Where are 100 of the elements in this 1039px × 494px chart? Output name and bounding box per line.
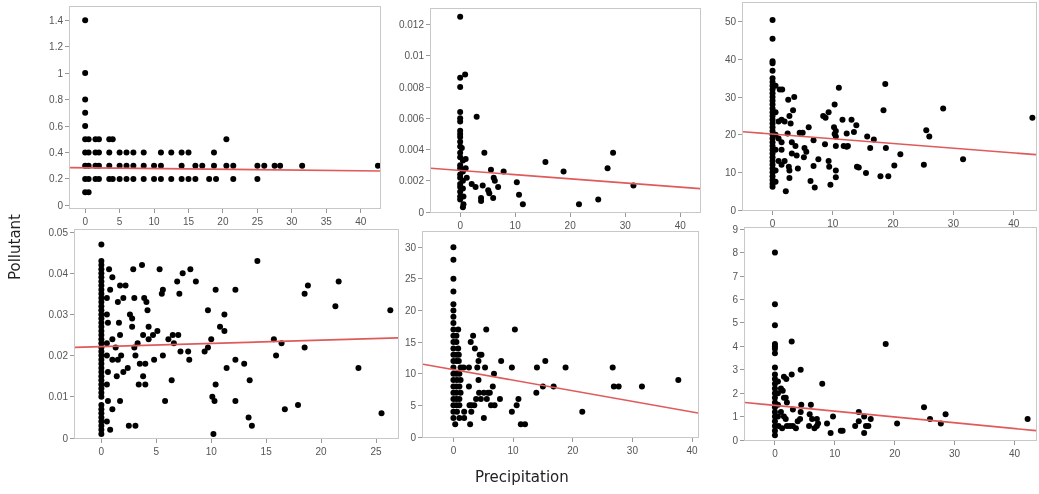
x-tick-label: 15: [260, 446, 273, 457]
x-tick-label: 10: [827, 218, 839, 229]
y-tick-label: 0.002: [398, 175, 425, 187]
y-tick-label: 0: [732, 434, 739, 446]
y-tick-label: 15: [404, 336, 417, 348]
y-tick-label: 0.05: [48, 226, 69, 238]
y-tick-label: 0: [730, 204, 737, 216]
y-tick-label: 1.2: [49, 41, 64, 53]
y-tick-label: 0.01: [48, 391, 69, 403]
y-tick-label: 10: [724, 166, 737, 178]
x-tick-label: 30: [286, 216, 298, 227]
x-tick-label: 40: [686, 445, 699, 456]
point: [472, 184, 479, 191]
y-tick-label: 5: [732, 317, 739, 329]
point: [490, 194, 497, 201]
y-tick-label: 1: [57, 67, 64, 79]
point: [610, 149, 617, 156]
point: [457, 109, 464, 116]
x-tick-label: 40: [1008, 218, 1020, 229]
x-tick-label: 30: [626, 445, 639, 456]
x-tick-label: 0: [772, 448, 779, 459]
point: [479, 182, 486, 189]
y-tick-label: 6: [732, 293, 739, 305]
x-tick-label: 20: [887, 218, 900, 229]
y-tick-label: 40: [724, 53, 737, 65]
y-tick-label: 2: [732, 387, 739, 399]
x-tick-label: 20: [889, 448, 901, 459]
x-tick-label: 10: [509, 220, 522, 231]
point: [575, 201, 582, 208]
y-tick-label: 0.2: [49, 173, 64, 185]
x-tick-label: 10: [507, 445, 520, 456]
point: [487, 166, 494, 173]
point: [481, 149, 488, 156]
x-tick-label: 0: [82, 216, 89, 227]
point: [468, 180, 475, 187]
point: [478, 198, 485, 205]
x-tick-label: 10: [205, 446, 218, 457]
y-tick-label: 8: [732, 247, 739, 259]
y-tick-label: 0: [418, 206, 425, 218]
y-tick-label: 0.8: [49, 94, 64, 106]
x-tick-label: 25: [251, 216, 264, 227]
x-tick-label: 0: [450, 445, 457, 456]
y-tick-label: 0.03: [48, 308, 69, 320]
y-tick-label: 0: [62, 432, 69, 444]
y-tick-label: 0.04: [48, 267, 69, 279]
x-tick-label: 30: [949, 448, 961, 459]
point: [462, 71, 469, 78]
y-axis-title: Pollutant: [6, 214, 24, 280]
x-tick-label: 40: [1008, 448, 1021, 459]
x-tick-label: 40: [355, 216, 367, 227]
y-tick-label: 1: [732, 411, 739, 423]
y-tick-label: 0: [410, 431, 417, 443]
y-tick-label: 30: [724, 91, 737, 103]
x-tick-label: 20: [567, 445, 579, 456]
point: [516, 191, 523, 198]
y-tick-label: 20: [724, 129, 737, 141]
y-tick-label: 10: [404, 368, 417, 380]
x-tick-label: 5: [153, 446, 160, 457]
x-tick-label: 30: [947, 218, 960, 229]
x-tick-label: 10: [829, 448, 841, 459]
y-tick-label: 0.012: [398, 19, 425, 31]
y-tick-label: 7: [732, 270, 739, 282]
y-tick-label: 25: [404, 273, 417, 285]
y-tick-label: 0.02: [48, 350, 69, 362]
x-tick-label: 30: [619, 220, 632, 231]
point: [560, 168, 567, 175]
x-tick-label: 10: [148, 216, 161, 227]
x-tick-label: 40: [674, 220, 687, 231]
x-tick-label: 20: [564, 220, 577, 231]
y-tick-label: 5: [410, 399, 417, 411]
point: [473, 113, 480, 120]
y-tick-label: 0.006: [398, 112, 425, 124]
y-tick-label: 50: [724, 16, 737, 28]
x-tick-label: 0: [98, 446, 105, 457]
point: [604, 165, 611, 172]
x-tick-label: 25: [370, 446, 383, 457]
y-tick-label: 0.6: [49, 120, 64, 132]
point: [457, 134, 464, 141]
point: [519, 201, 526, 208]
y-tick-label: 0.008: [398, 81, 425, 93]
point: [595, 196, 602, 203]
y-tick-label: 0: [57, 199, 64, 211]
x-axis-title: Precipitation: [475, 468, 569, 486]
x-tick-label: 20: [315, 446, 328, 457]
point: [457, 84, 464, 91]
point: [457, 13, 464, 20]
y-tick-label: 30: [404, 241, 417, 253]
x-tick-label: 35: [320, 216, 333, 227]
x-tick-label: 20: [217, 216, 229, 227]
point: [513, 179, 520, 186]
point: [542, 159, 549, 166]
point: [463, 174, 470, 181]
x-tick-label: 0: [769, 218, 776, 229]
x-tick-label: 5: [116, 216, 123, 227]
y-tick-label: 20: [404, 304, 417, 316]
y-tick-label: 0.004: [398, 144, 425, 156]
y-tick-label: 4: [732, 340, 739, 352]
x-tick-label: 15: [182, 216, 195, 227]
point: [457, 74, 464, 81]
y-tick-label: 0.4: [49, 146, 64, 158]
